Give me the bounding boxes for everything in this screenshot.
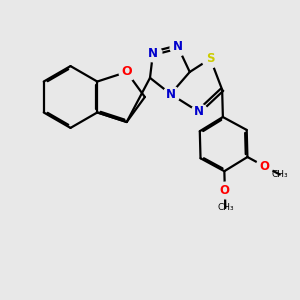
Text: N: N — [166, 88, 176, 100]
Text: CH₃: CH₃ — [272, 170, 288, 179]
Text: O: O — [122, 65, 132, 79]
Text: S: S — [206, 52, 214, 65]
Text: O: O — [220, 184, 230, 197]
Text: O: O — [259, 160, 269, 172]
Text: N: N — [194, 105, 204, 118]
Text: CH₃: CH₃ — [217, 203, 234, 212]
Text: N: N — [148, 47, 158, 60]
Text: N: N — [173, 40, 183, 53]
